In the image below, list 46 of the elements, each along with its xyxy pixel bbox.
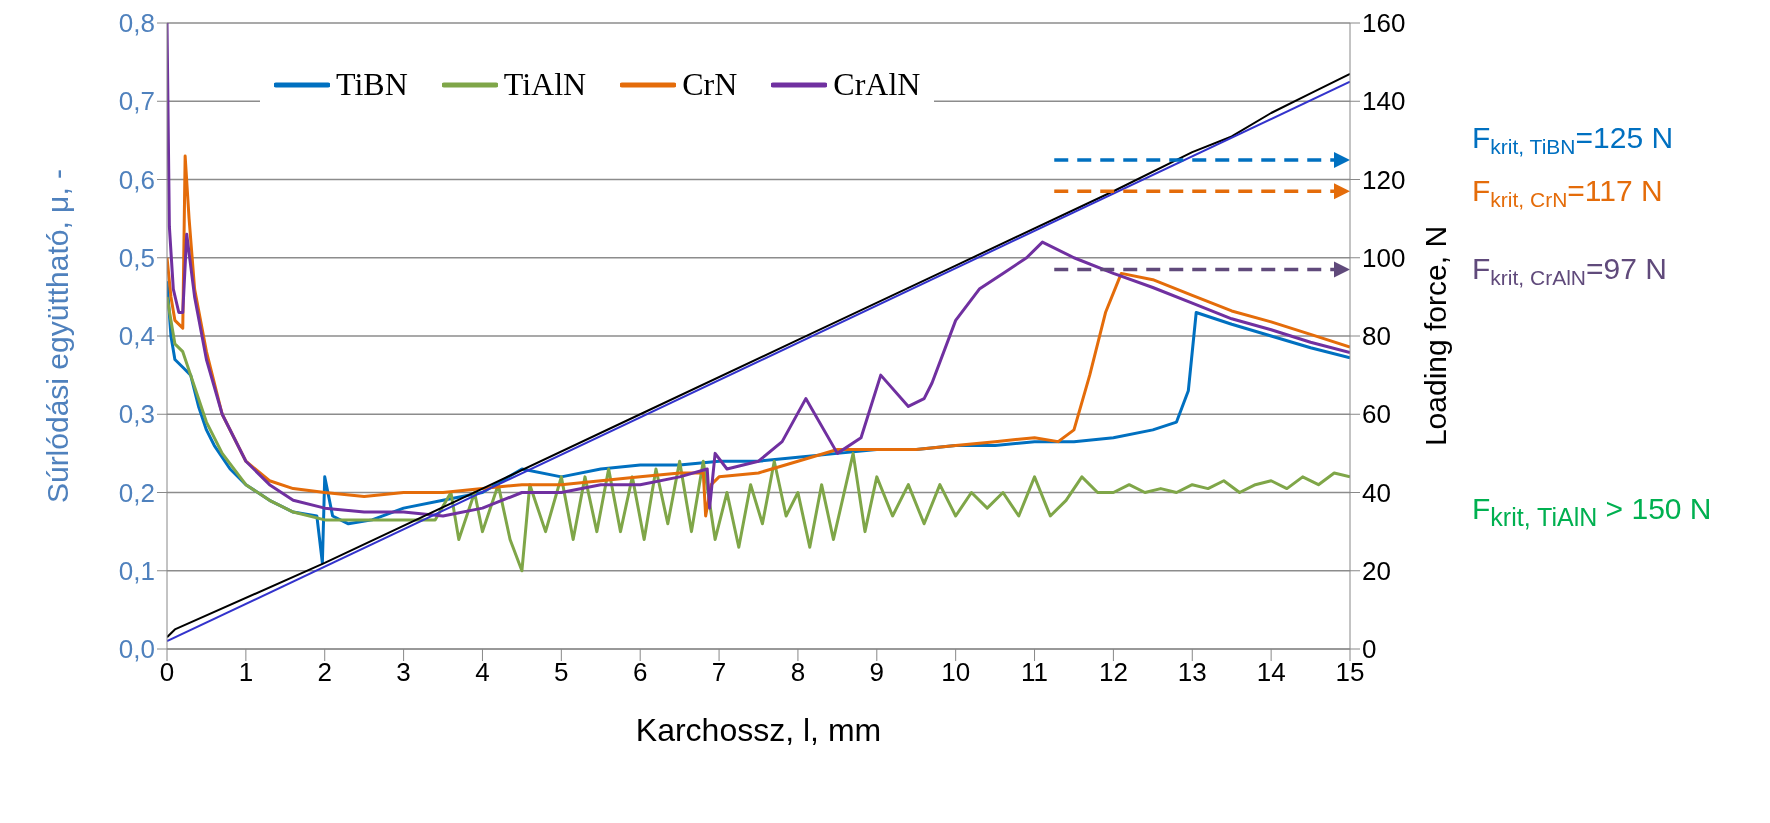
- legend-label: TiBN: [336, 66, 408, 103]
- y-tick-label: 0,6: [118, 164, 155, 195]
- ref-line-label: F$_{krit, TiBN}$=125 N: [1472, 120, 1674, 159]
- y2-tick-label: 80: [1362, 321, 1391, 352]
- ref-line-label: F$_{krit, CrAlN}$=97 N: [1472, 252, 1667, 290]
- x-tick-label: 11: [1021, 657, 1049, 688]
- y2-tick-label: 60: [1362, 399, 1391, 430]
- ref-line-label: F$_{krit, CrN}$=117 N: [1472, 174, 1663, 212]
- legend-label: TiAlN: [503, 66, 587, 103]
- y-tick-label: 0,2: [118, 477, 155, 508]
- y-tick-label: 0,4: [118, 321, 155, 352]
- x-tick-label: 2: [317, 657, 332, 688]
- x-tick-label: 9: [869, 657, 885, 688]
- y2-tick-label: 40: [1362, 477, 1391, 508]
- x-tick-label: 4: [475, 657, 490, 688]
- x-tick-label: 6: [632, 657, 648, 688]
- x-tick-label: 0: [159, 657, 175, 688]
- x-tick-label: 10: [941, 657, 971, 688]
- line-series: [167, 23, 1350, 518]
- x-tick-label: 1: [238, 657, 254, 688]
- text: F$_{krit, TiAlN}$ > 150 N: [1472, 492, 1712, 532]
- y2-axis-title: Loading force, N: [1419, 225, 1452, 447]
- x-tick-label: 7: [711, 657, 727, 688]
- y-axis-title: Súrlódási együttható, μ, -: [40, 168, 74, 504]
- y-tick-label: 0,1: [118, 555, 155, 586]
- x-axis-title: Karchossz, l, mm: [635, 712, 882, 748]
- y2-tick-label: 160: [1362, 8, 1406, 39]
- y2-tick-label: 100: [1362, 242, 1406, 273]
- y-tick-label: 0,3: [118, 399, 155, 430]
- y-tick-label: 0,8: [118, 8, 155, 39]
- x-tick-label: 8: [790, 657, 806, 688]
- y-tick-label: 0,5: [118, 242, 155, 273]
- legend-label: CrAlN: [833, 66, 921, 103]
- y2-tick-label: 0: [1362, 634, 1377, 665]
- legend-label: CrN: [682, 66, 738, 103]
- x-tick-label: 12: [1098, 657, 1128, 688]
- x-tick-label: 15: [1335, 657, 1365, 688]
- y-tick-label: 0,7: [118, 86, 155, 117]
- x-tick-label: 5: [554, 657, 569, 688]
- y2-tick-label: 120: [1362, 164, 1406, 195]
- y2-tick-label: 140: [1362, 86, 1406, 117]
- x-tick-label: 3: [396, 657, 411, 688]
- y-tick-label: 0,0: [118, 634, 155, 665]
- x-tick-label: 14: [1256, 657, 1286, 688]
- y2-tick-label: 20: [1362, 555, 1391, 586]
- x-tick-label: 13: [1177, 657, 1207, 688]
